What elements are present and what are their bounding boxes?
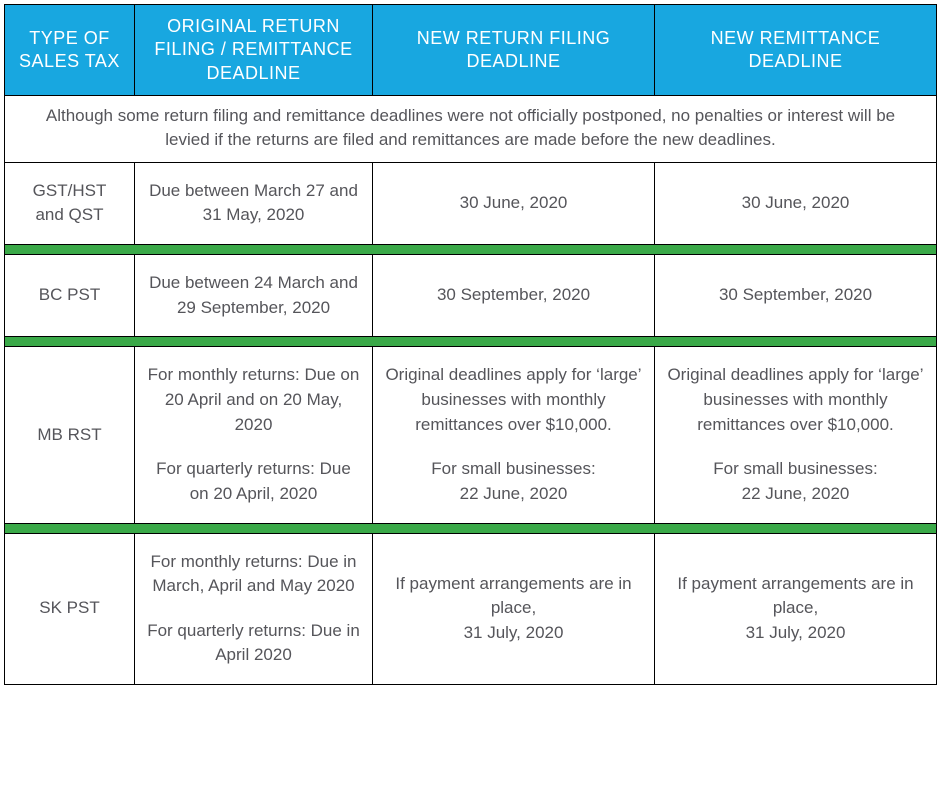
cell-new-filing: 30 September, 2020: [373, 255, 655, 337]
original-monthly: For monthly returns: Due on 20 April and…: [145, 363, 362, 437]
cell-tax-type: SK PST: [5, 533, 135, 685]
new-remit-condition: If payment arrangements are in place,: [665, 572, 926, 621]
cell-new-remit: If payment arrangements are in place, 31…: [655, 533, 937, 685]
cell-tax-type: BC PST: [5, 255, 135, 337]
row-separator: [5, 337, 937, 347]
cell-new-remit: 30 June, 2020: [655, 162, 937, 244]
new-filing-condition: If payment arrangements are in place,: [383, 572, 644, 621]
cell-tax-type: MB RST: [5, 347, 135, 523]
table-header-row: TYPE OF SALES TAX ORIGINAL RETURN FILING…: [5, 5, 937, 96]
new-remit-large: Original deadlines apply for ‘large’ bus…: [665, 363, 926, 437]
cell-new-remit: 30 September, 2020: [655, 255, 937, 337]
cell-original-deadline: Due between 24 March and 29 September, 2…: [135, 255, 373, 337]
cell-new-filing: Original deadlines apply for ‘large’ bus…: [373, 347, 655, 523]
header-original-deadline: ORIGINAL RETURN FILING / REMITTANCE DEAD…: [135, 5, 373, 96]
cell-new-filing: 30 June, 2020: [373, 162, 655, 244]
cell-new-remit: Original deadlines apply for ‘large’ bus…: [655, 347, 937, 523]
cell-original-deadline: Due between March 27 and 31 May, 2020: [135, 162, 373, 244]
table-note-row: Although some return filing and remittan…: [5, 96, 937, 163]
table-note-text: Although some return filing and remittan…: [5, 96, 937, 163]
table-row: GST/HST and QST Due between March 27 and…: [5, 162, 937, 244]
original-quarterly: For quarterly returns: Due in April 2020: [145, 619, 362, 668]
cell-new-filing: If payment arrangements are in place, 31…: [373, 533, 655, 685]
new-filing-date: 31 July, 2020: [383, 621, 644, 646]
cell-original-deadline: For monthly returns: Due in March, April…: [135, 533, 373, 685]
original-quarterly: For quarterly returns: Due on 20 April, …: [145, 457, 362, 506]
new-remit-small-label: For small businesses:: [665, 457, 926, 482]
tax-type-line1: GST/HST: [33, 181, 107, 200]
header-new-remittance-deadline: NEW REMITTANCE DEADLINE: [655, 5, 937, 96]
cell-tax-type: GST/HST and QST: [5, 162, 135, 244]
table-row: SK PST For monthly returns: Due in March…: [5, 533, 937, 685]
new-remit-small-date: 22 June, 2020: [665, 482, 926, 507]
new-remit-date: 31 July, 2020: [665, 621, 926, 646]
table-row: MB RST For monthly returns: Due on 20 Ap…: [5, 347, 937, 523]
cell-original-deadline: For monthly returns: Due on 20 April and…: [135, 347, 373, 523]
header-type-of-sales-tax: TYPE OF SALES TAX: [5, 5, 135, 96]
row-separator: [5, 523, 937, 533]
header-new-filing-deadline: NEW RETURN FILING DEADLINE: [373, 5, 655, 96]
original-monthly: For monthly returns: Due in March, April…: [145, 550, 362, 599]
row-separator: [5, 245, 937, 255]
new-filing-small-label: For small businesses:: [383, 457, 644, 482]
table-row: BC PST Due between 24 March and 29 Septe…: [5, 255, 937, 337]
tax-type-line2: and QST: [35, 205, 103, 224]
new-filing-small-date: 22 June, 2020: [383, 482, 644, 507]
sales-tax-deadlines-table: TYPE OF SALES TAX ORIGINAL RETURN FILING…: [4, 4, 937, 685]
new-filing-large: Original deadlines apply for ‘large’ bus…: [383, 363, 644, 437]
